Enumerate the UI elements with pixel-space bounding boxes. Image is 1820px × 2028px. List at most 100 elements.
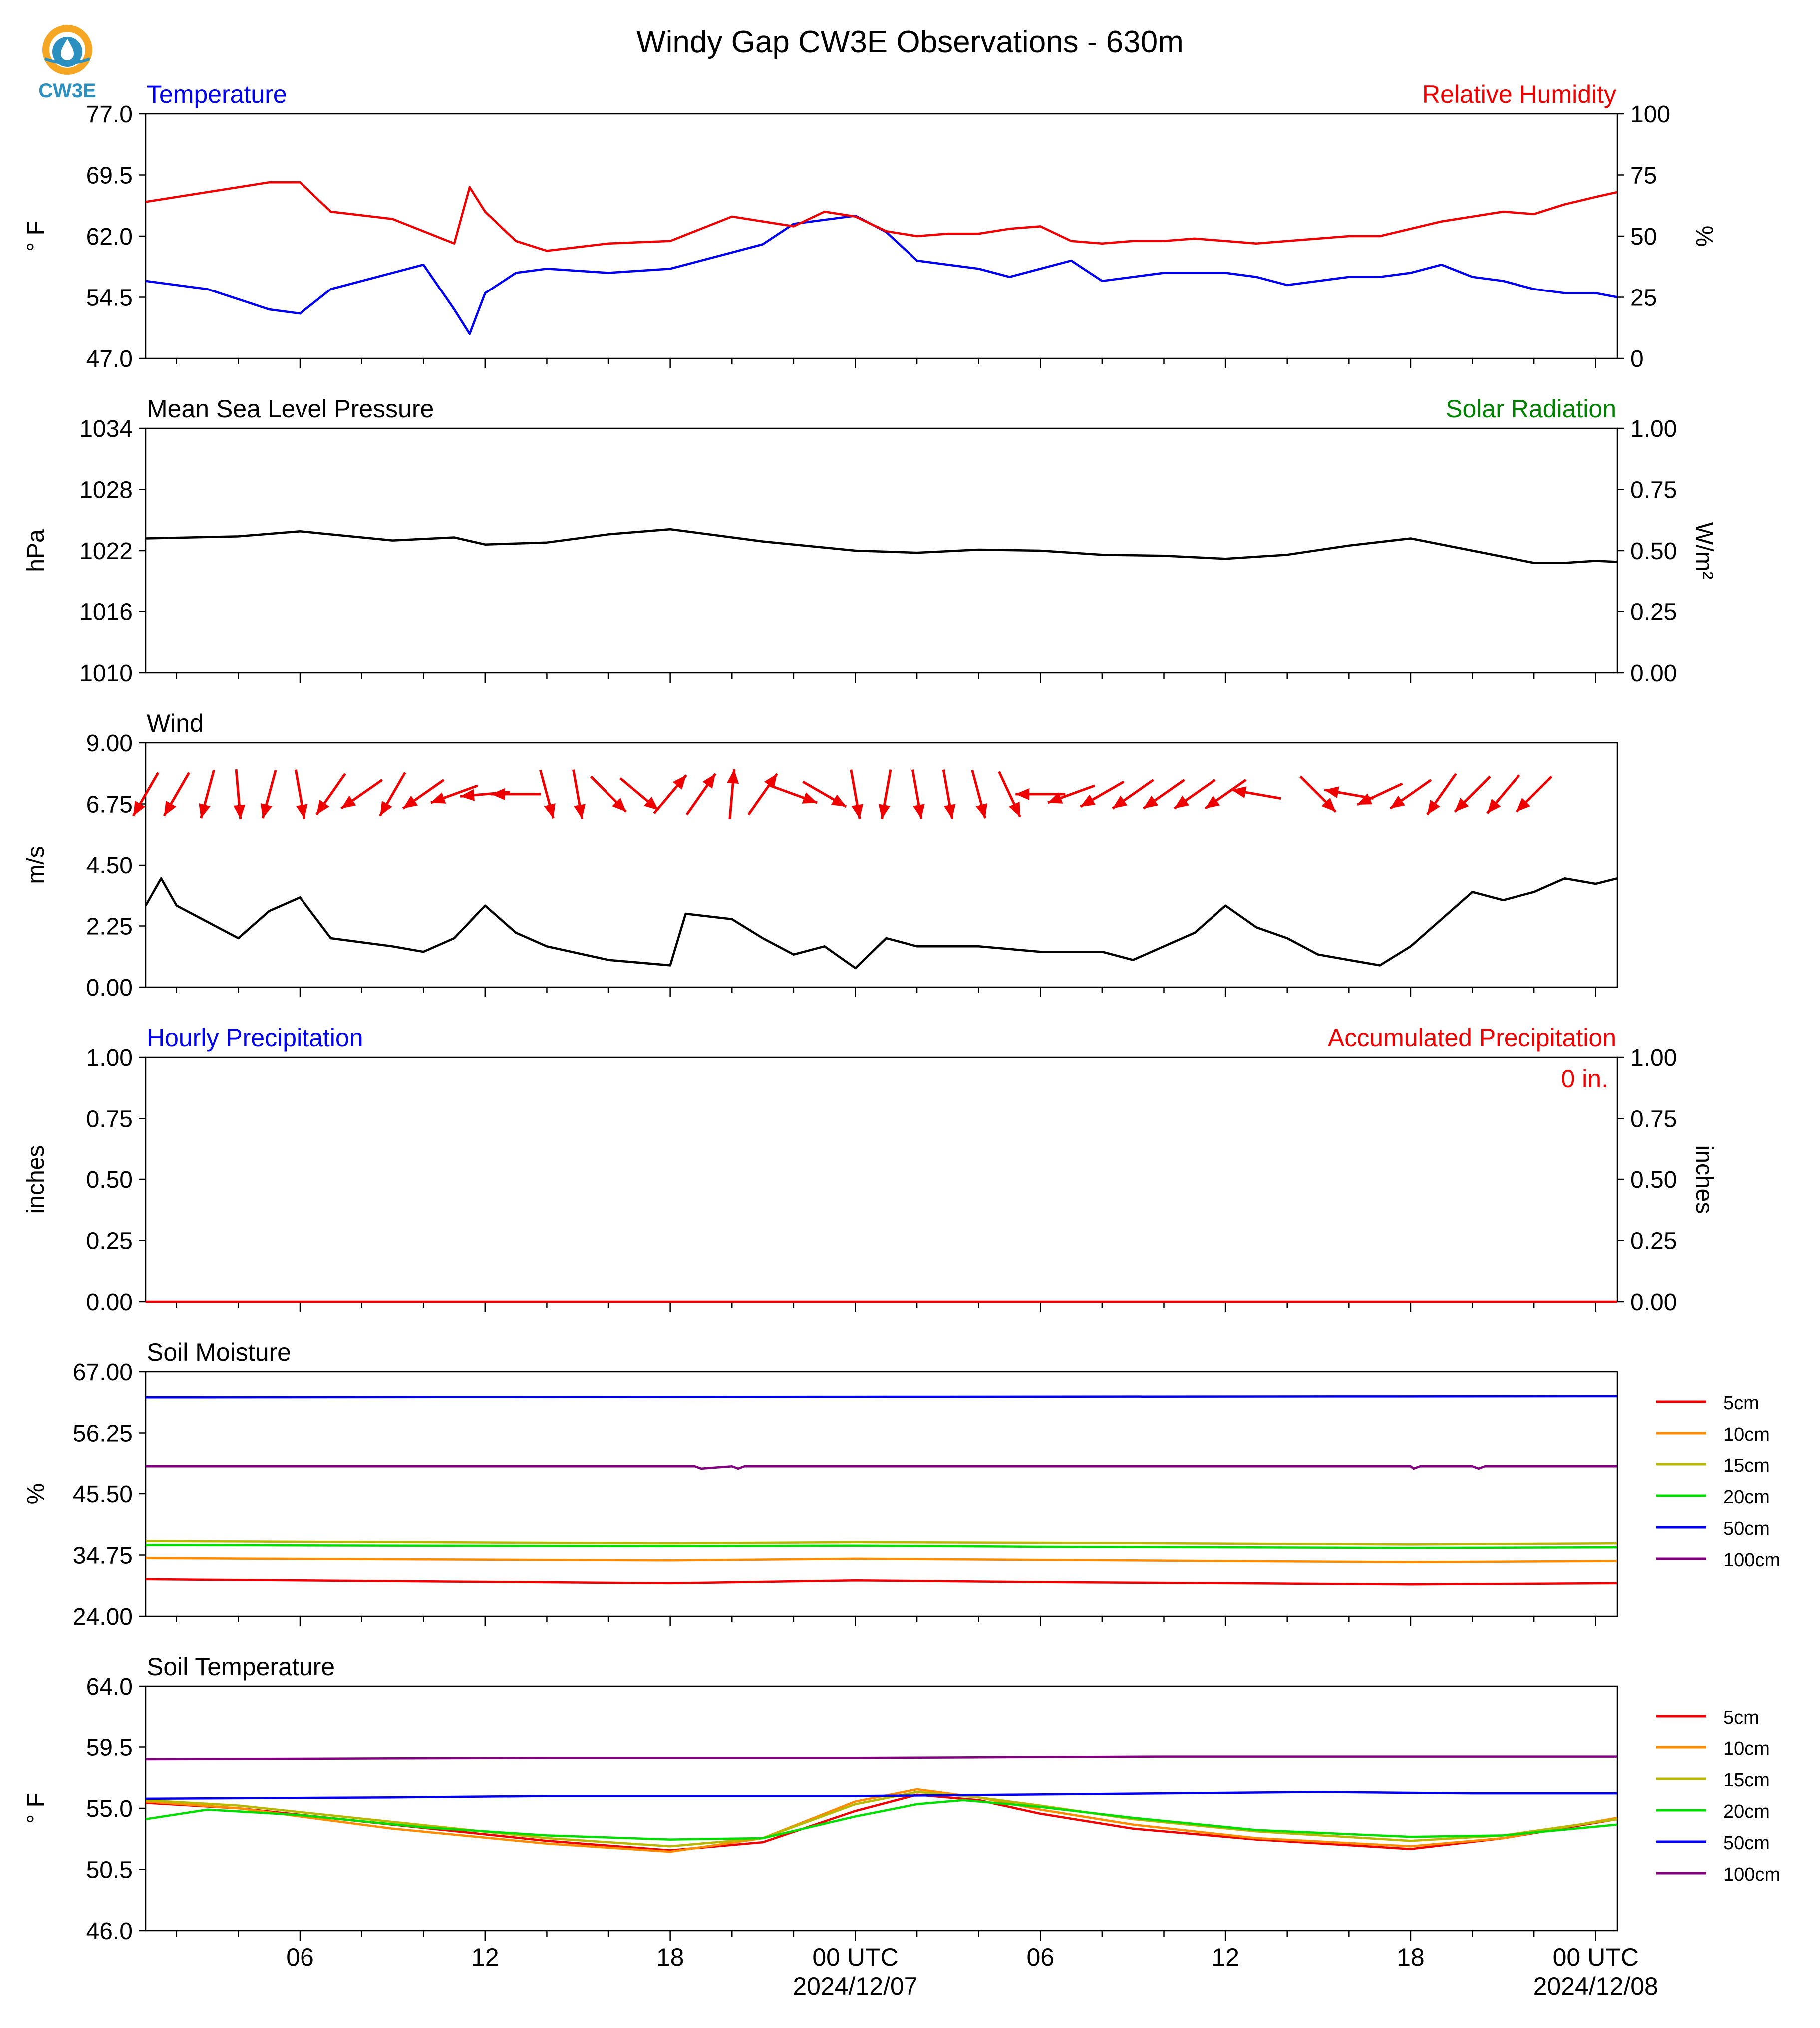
y-tick-label: 54.5 [86, 285, 133, 311]
wind-arrow-head [1143, 795, 1159, 809]
y-tick-label: 0.00 [86, 975, 133, 1001]
y-tick-label: 6.75 [86, 792, 133, 818]
legend-label: 15cm [1723, 1455, 1770, 1476]
wind-arrow-head [199, 803, 211, 819]
x-tick-label: 12 [471, 1943, 499, 1971]
series-line-2 [145, 181, 1618, 252]
plot-frame [145, 1685, 1618, 1932]
series-line-5cm [145, 1578, 1618, 1586]
y2-tick-label: 0.25 [1630, 1228, 1677, 1255]
y-tick-label: 34.75 [73, 1543, 133, 1569]
wind-arrow-head [403, 795, 418, 809]
wind-arrow-head [316, 800, 330, 815]
y2-tick-label: 1.00 [1630, 1045, 1677, 1071]
y-tick-label: 45.50 [73, 1481, 133, 1508]
wind-arrow-head [878, 804, 891, 819]
series-line-50cm [145, 1395, 1618, 1399]
y-tick-label: 56.25 [73, 1421, 133, 1447]
y-tick-label: 0.50 [86, 1167, 133, 1193]
y2-tick-label: 0.25 [1630, 599, 1677, 626]
y-tick-label: 4.50 [86, 853, 133, 879]
wind-arrow-head [975, 803, 987, 819]
panel-3: Wind 0.00 2.25 4.50 6.75 9.00 m/s [23, 709, 1618, 1001]
plot-frame [145, 1056, 1618, 1303]
y-tick-label: 1.00 [86, 1045, 133, 1071]
wind-arrow-head [1357, 793, 1373, 805]
y-tick-label: 2.25 [86, 914, 133, 940]
wind-arrow-head [341, 795, 356, 809]
panel-title-left: Mean Sea Level Pressure [147, 395, 434, 423]
y-tick-label: 1016 [79, 599, 133, 626]
panel-title-left: Soil Temperature [147, 1653, 335, 1681]
x-tick-label: 00 UTC [1553, 1943, 1639, 1971]
y-tick-label: 47.0 [86, 346, 133, 372]
legend-label: 20cm [1723, 1801, 1770, 1822]
panel-1: Temperature Relative Humidity 47.0 54.5 62.0… [23, 80, 1717, 372]
panel-2: Mean Sea Level Pressure Solar Radiation 10… [23, 395, 1717, 687]
y-tick-label: 55.0 [86, 1796, 133, 1822]
wind-arrow-head [1048, 792, 1063, 804]
wind-arrow-head [164, 800, 177, 816]
y2-tick-label: 75 [1630, 163, 1657, 189]
panel-title-left: Temperature [147, 80, 287, 108]
y-tick-label: 77.0 [86, 101, 133, 128]
legend: 5cm 10cm 15cm 20cm 50cm 100cm [1656, 1393, 1780, 1571]
x-date-label: 2024/12/08 [1533, 1972, 1658, 2000]
series-line-1 [145, 214, 1618, 335]
series-line-15cm [145, 1791, 1618, 1848]
wind-arrow-head [764, 773, 777, 789]
y2-axis-label: W/m² [1691, 522, 1717, 579]
series-line-20cm [145, 1799, 1618, 1841]
wind-arrow-head [672, 775, 686, 790]
wind-arrow-head [1174, 795, 1190, 809]
y-axis-label: ° F [23, 221, 49, 252]
series-line-20cm [145, 1544, 1618, 1549]
wind-arrow-head [460, 789, 475, 801]
wind-arrow-head [544, 803, 556, 819]
x-tick-label: 12 [1212, 1943, 1239, 1971]
y-tick-label: 0.00 [86, 1289, 133, 1316]
legend-label: 50cm [1723, 1833, 1770, 1854]
wind-arrow-head [612, 797, 626, 812]
y-tick-label: 46.0 [86, 1918, 133, 1945]
y-tick-label: 69.5 [86, 163, 133, 189]
wind-arrow-head [831, 794, 846, 807]
y2-tick-label: 0.75 [1630, 477, 1677, 504]
wind-arrow-head [296, 804, 308, 819]
wind-arrow-head [233, 804, 246, 819]
wind-arrow-head [431, 792, 446, 804]
y2-tick-label: 0 [1630, 346, 1644, 372]
y-tick-label: 67.00 [73, 1359, 133, 1386]
series-line-15cm [145, 1540, 1618, 1546]
y-tick-label: 0.75 [86, 1106, 133, 1133]
logo-text: CW3E [38, 80, 96, 102]
legend-label: 5cm [1723, 1393, 1759, 1414]
panel-6: Soil Temperature 46.0 50.5 55.0 59.5 64.0 ° F 5… [23, 1653, 1780, 1945]
y2-tick-label: 100 [1630, 101, 1670, 128]
y2-tick-label: 25 [1630, 285, 1657, 311]
x-date-label: 2024/12/07 [793, 1972, 917, 2000]
y-tick-label: 62.0 [86, 224, 133, 250]
panel-title-left: Soil Moisture [147, 1338, 291, 1366]
y-tick-label: 64.0 [86, 1674, 133, 1700]
series-line-100cm [145, 1755, 1617, 1761]
series-line-100cm [146, 1465, 1617, 1470]
y-axis-label: inches [23, 1145, 49, 1214]
y-axis-label: % [23, 1483, 49, 1505]
panel-title-left: Wind [147, 709, 204, 737]
y-tick-label: 1010 [79, 660, 133, 687]
wind-arrow-head [491, 788, 505, 800]
wind-arrow-head [260, 803, 273, 819]
wind-arrow-head [1231, 786, 1247, 798]
wind-arrow-head [1427, 800, 1440, 815]
legend-label: 10cm [1723, 1738, 1770, 1759]
panel-title-right: Relative Humidity [1422, 80, 1616, 108]
panel-title-left: Hourly Precipitation [147, 1024, 363, 1052]
legend-label: 15cm [1723, 1770, 1770, 1791]
panel-title-right: Accumulated Precipitation [1328, 1024, 1616, 1052]
y-tick-label: 24.00 [73, 1604, 133, 1630]
y-tick-label: 1022 [79, 538, 133, 565]
y-axis-label: m/s [23, 846, 49, 884]
water-drop-icon [61, 39, 74, 60]
